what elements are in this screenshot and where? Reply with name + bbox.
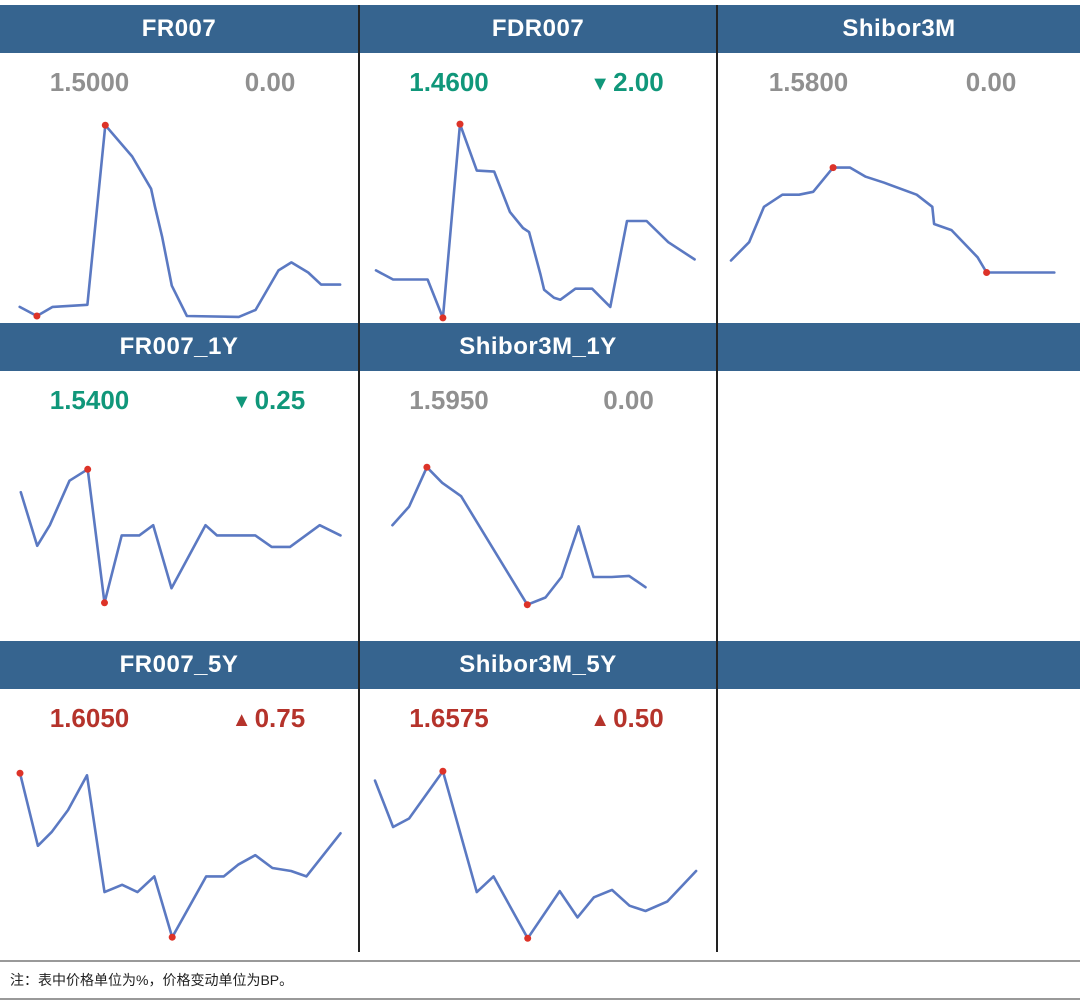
change-text: 0.50 [613, 702, 664, 733]
sparkline-fr007 [0, 111, 360, 323]
header-label: FR007 [141, 15, 217, 42]
values-fdr007: 1.4600 ▼ 2.00 [360, 53, 718, 111]
change-text: 0.00 [603, 384, 654, 415]
change-value: ▲ 0.50 [538, 703, 716, 734]
header-shibor3m-1y: Shibor3M_1Y [360, 323, 718, 371]
change-text: 0.75 [254, 702, 306, 733]
price-value: 1.5950 [409, 384, 489, 415]
values-shibor3m-5y: 1.6575 ▲ 0.50 [360, 689, 718, 747]
header-fr007: FR007 [0, 5, 360, 53]
price-value: 1.5000 [49, 66, 130, 97]
values-shibor3m: 1.5800 0.00 [718, 53, 1080, 111]
change-text: 2.00 [613, 66, 664, 97]
values-empty-cell [718, 689, 1080, 747]
empty-chart-cell [718, 747, 1080, 952]
price-value: 1.4600 [409, 66, 489, 97]
change-text: 0.00 [965, 66, 1017, 97]
down-arrow-icon: ▼ [590, 72, 611, 95]
header-shibor3m-5y: Shibor3M_5Y [360, 641, 718, 689]
up-arrow-icon: ▲ [231, 708, 252, 731]
down-arrow-icon: ▼ [231, 390, 252, 413]
values-fr007: 1.5000 0.00 [0, 53, 360, 111]
values-fr007-1y: 1.5400 ▼ 0.25 [0, 371, 360, 429]
sparkline-fr007-5y [0, 747, 360, 952]
sparkline-fr007-1y [0, 429, 360, 641]
header-fr007-1y: FR007_1Y [0, 323, 360, 371]
values-shibor3m-1y: 1.5950 0.00 [360, 371, 718, 429]
change-text: 0.25 [254, 384, 306, 415]
sparkline-shibor3m-1y [360, 429, 718, 641]
header-label: FDR007 [491, 15, 585, 42]
header-shibor3m: Shibor3M [718, 5, 1080, 53]
header-label: FR007_1Y [119, 333, 239, 360]
header-label: Shibor3M_1Y [459, 333, 617, 360]
sparkline-shibor3m [718, 111, 1080, 323]
header-label: Shibor3M_5Y [459, 651, 617, 678]
row-group-3: FR007_5Y Shibor3M_5Y 1.6050 ▲ 0.75 1.6575… [0, 641, 1080, 952]
sparkline-shibor3m-5y [360, 747, 718, 952]
footnote: 注：表中价格单位为%，价格变动单位为BP。 [0, 960, 1080, 1000]
change-value: 0.00 [179, 67, 358, 98]
price-value: 1.6575 [409, 702, 489, 733]
empty-chart-cell [718, 429, 1080, 641]
header-fr007-5y: FR007_5Y [0, 641, 360, 689]
change-value: ▼ 2.00 [538, 67, 716, 98]
change-text: 0.00 [244, 66, 296, 97]
price-value: 1.5800 [768, 66, 849, 97]
values-fr007-5y: 1.6050 ▲ 0.75 [0, 689, 360, 747]
change-value: ▲ 0.75 [179, 703, 358, 734]
footnote-text: 注：表中价格单位为%，价格变动单位为BP。 [10, 972, 294, 988]
row-group-1: FR007 FDR007 Shibor3M 1.5000 0.00 1.4600… [0, 5, 1080, 323]
header-empty-cell [718, 323, 1080, 371]
header-empty-cell [718, 641, 1080, 689]
change-value: ▼ 0.25 [179, 385, 358, 416]
change-value: 0.00 [538, 385, 716, 416]
price-value: 1.6050 [49, 702, 130, 733]
header-label: Shibor3M [842, 15, 956, 42]
sparkline-fdr007 [360, 111, 718, 323]
values-empty-cell [718, 371, 1080, 429]
change-value: 0.00 [899, 67, 1080, 98]
row-group-2: FR007_1Y Shibor3M_1Y 1.5400 ▼ 0.25 1.5950… [0, 323, 1080, 641]
header-fdr007: FDR007 [360, 5, 718, 53]
header-label: FR007_5Y [119, 651, 239, 678]
up-arrow-icon: ▲ [590, 708, 611, 731]
price-value: 1.5400 [49, 384, 130, 415]
